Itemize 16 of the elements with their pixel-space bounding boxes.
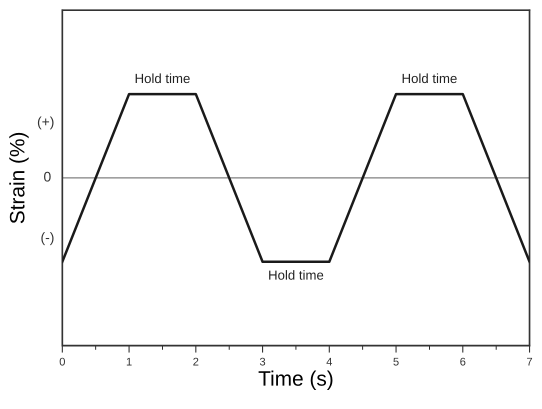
y-axis-title: Strain (%)	[9, 132, 29, 224]
x-tick-label: 5	[393, 358, 399, 366]
text: (+)	[38, 116, 54, 130]
ref-line-label: 0	[44, 172, 51, 182]
x-tick-label: 7	[527, 358, 532, 366]
x-tick-label: 3	[260, 358, 266, 366]
annotation: Hold time	[269, 270, 324, 280]
x-axis-title: Time (s)	[258, 370, 332, 390]
annotation: Hold time	[402, 73, 457, 84]
text: (-)	[41, 232, 54, 246]
annotation: Hold time	[136, 73, 190, 84]
x-tick-label: 4	[326, 358, 332, 366]
x-tick-label: 1	[126, 358, 132, 366]
x-tick-label: 6	[460, 358, 466, 366]
x-tick-label: 2	[193, 358, 198, 366]
x-tick-label: 0	[60, 358, 65, 366]
